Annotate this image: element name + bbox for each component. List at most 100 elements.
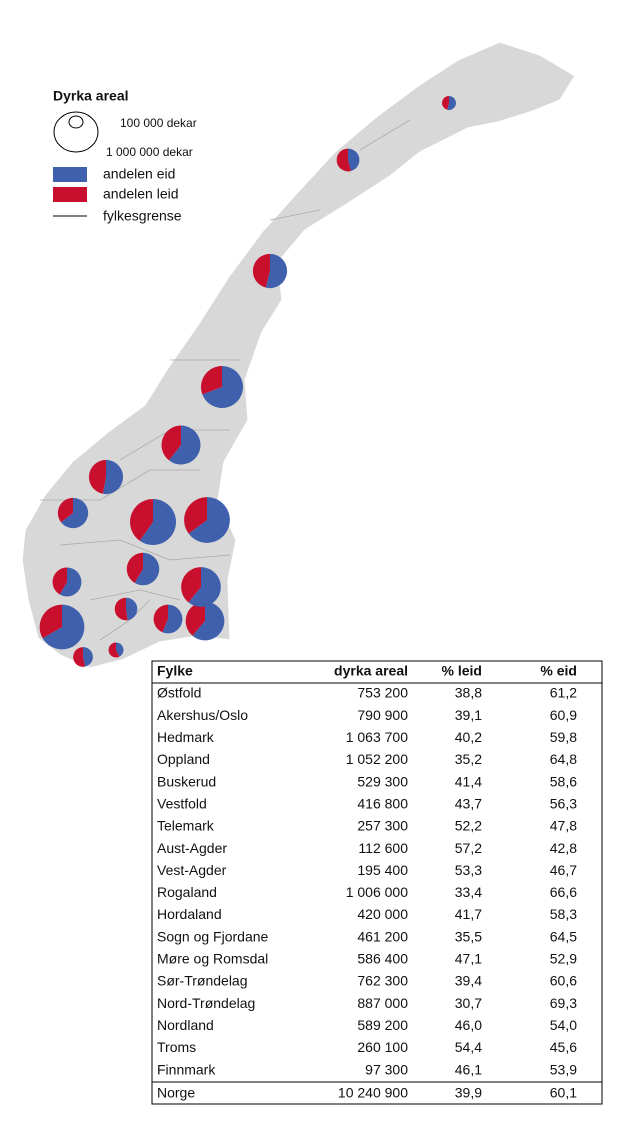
table-cell: 54,4	[455, 1039, 482, 1055]
table-cell: 589 200	[357, 1017, 408, 1033]
legend-size-small	[68, 115, 84, 129]
table-header: % leid	[442, 663, 482, 679]
table-cell: 10 240 900	[338, 1085, 408, 1101]
table-cell: 195 400	[357, 862, 408, 878]
pie-slice-rented	[39, 604, 62, 639]
table-cell: 30,7	[455, 995, 482, 1011]
legend-swatch	[53, 187, 87, 202]
table-cell: Finnmark	[157, 1061, 216, 1077]
legend-size-label: 100 000 dekar	[120, 116, 197, 130]
table-cell: 1 006 000	[346, 884, 408, 900]
table-cell: 60,1	[550, 1085, 577, 1101]
pie-slice-rented	[57, 497, 73, 523]
table-cell: 753 200	[357, 685, 408, 701]
pie-slice-rented	[153, 604, 168, 633]
pie-slice-owned	[61, 497, 89, 529]
table-cell: 35,5	[455, 928, 482, 944]
table-cell: 47,8	[550, 818, 577, 834]
pie-slice-owned	[116, 642, 124, 657]
table-cell: 69,3	[550, 995, 577, 1011]
table-cell: 762 300	[357, 973, 408, 989]
legend-size-label: 1 000 000 dekar	[106, 145, 193, 159]
table-cell: 46,7	[550, 862, 577, 878]
table-cell: 45,6	[550, 1039, 577, 1055]
table-cell: 416 800	[357, 795, 408, 811]
pie-slice-rented	[88, 459, 106, 494]
pie-slice-rented	[185, 601, 205, 636]
country-outline	[21, 41, 576, 669]
pie-slice-rented	[161, 425, 181, 461]
table-cell: 54,0	[550, 1017, 577, 1033]
table-cell: 39,9	[455, 1085, 482, 1101]
pie-slice-rented	[442, 96, 449, 110]
table-cell: 52,9	[550, 951, 577, 967]
table-cell: Nordland	[157, 1017, 214, 1033]
table-cell: Rogaland	[157, 884, 217, 900]
pie-slice-owned	[134, 552, 160, 586]
table-cell: 57,2	[455, 840, 482, 856]
pie-slice-rented	[108, 642, 120, 658]
table-cell: Telemark	[157, 818, 215, 834]
table-cell: 420 000	[357, 906, 408, 922]
table-cell: Østfold	[157, 685, 201, 701]
table-cell: 529 300	[357, 773, 408, 789]
table-cell: Møre og Romsdal	[157, 951, 268, 967]
pie-slice-owned	[102, 459, 124, 495]
table-cell: Vestfold	[157, 795, 207, 811]
pie-slice-owned	[83, 647, 93, 667]
table-cell: 52,2	[455, 818, 482, 834]
pie-slice-owned	[42, 604, 85, 650]
table-cell: 60,9	[550, 707, 577, 723]
table-cell: 53,9	[550, 1061, 577, 1077]
table-cell: 260 100	[357, 1039, 408, 1055]
table-cell: Troms	[157, 1039, 196, 1055]
table-cell: 97 300	[365, 1061, 408, 1077]
legend-title: Dyrka areal	[53, 88, 129, 104]
table-cell: 59,8	[550, 729, 577, 745]
table-cell: 887 000	[357, 995, 408, 1011]
table-cell: 1 063 700	[346, 729, 408, 745]
table-cell: Akershus/Oslo	[157, 707, 248, 723]
table-header: % eid	[540, 663, 577, 679]
pie-slice-owned	[348, 148, 360, 171]
table-cell: Hordaland	[157, 906, 222, 922]
table-cell: 61,2	[550, 685, 577, 701]
pie-slice-rented	[200, 365, 222, 395]
table-cell: 39,4	[455, 973, 482, 989]
table-cell: 38,8	[455, 685, 482, 701]
table-cell: 43,7	[455, 795, 482, 811]
table-cell: 58,6	[550, 773, 577, 789]
table-cell: 60,6	[550, 973, 577, 989]
pie-slice-rented	[336, 148, 352, 172]
table-cell: 66,6	[550, 884, 577, 900]
pie-slice-rented	[114, 597, 128, 621]
legend-label: fylkesgrense	[103, 208, 182, 224]
legend-label: andelen leid	[103, 186, 179, 202]
table-cell: Aust-Agder	[157, 840, 227, 856]
table-cell: 46,0	[455, 1017, 482, 1033]
pie-slice-rented	[181, 567, 201, 603]
table-cell: Buskerud	[157, 773, 216, 789]
pie-slice-rented	[52, 567, 67, 595]
legend-label: andelen eid	[103, 166, 175, 182]
pie-slice-owned	[447, 96, 456, 110]
table-cell: 35,2	[455, 751, 482, 767]
table-frame	[151, 660, 603, 1105]
table-cell: Sør-Trøndelag	[157, 973, 248, 989]
table-cell: 64,5	[550, 928, 577, 944]
pie-slice-rented	[126, 552, 143, 583]
table-cell: 39,1	[455, 707, 482, 723]
table-cell: 64,8	[550, 751, 577, 767]
table-cell: 40,2	[455, 729, 482, 745]
table-cell: Norge	[157, 1085, 195, 1101]
table-cell: 461 200	[357, 928, 408, 944]
pie-slice-rented	[184, 497, 207, 534]
table-cell: Nord-Trøndelag	[157, 995, 255, 1011]
table-cell: 56,3	[550, 795, 577, 811]
pie-slice-owned	[192, 601, 225, 641]
table-cell: Oppland	[157, 751, 210, 767]
pie-slice-rented	[129, 499, 153, 541]
